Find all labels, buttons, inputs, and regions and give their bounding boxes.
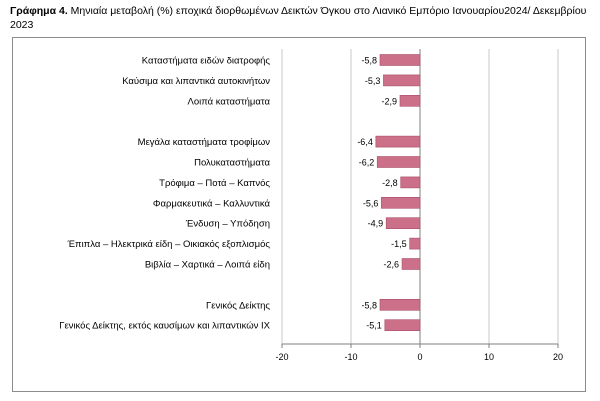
value-label: -5,1	[366, 321, 382, 331]
bar	[400, 176, 421, 189]
value-label: -5,3	[365, 76, 381, 86]
bar	[401, 258, 421, 270]
chart-caption: Γράφημα 4. Μηνιαία μεταβολή (%) εποχικά …	[10, 4, 590, 32]
category-label: Φαρμακευτικά – Καλλυντικά	[153, 198, 271, 209]
category-label: Καύσιμα και λιπαντικά αυτοκινήτων	[122, 76, 270, 87]
value-label: -2,8	[382, 178, 398, 188]
category-label: Έπιπλα – Ηλεκτρικά είδη – Οικιακός εξοπλ…	[67, 239, 271, 250]
category-label: Γενικός Δείκτης	[206, 300, 270, 311]
x-tick-label: 10	[484, 352, 494, 362]
bar	[385, 217, 421, 229]
x-tick-label: 0	[417, 352, 422, 362]
category-label: Μεγάλα καταστήματα τροφίμων	[138, 137, 271, 148]
category-label: Τρόφιμα – Ποτά – Καπνός	[159, 178, 270, 189]
bar	[379, 54, 421, 66]
value-label: -5,8	[361, 56, 377, 66]
caption-text: Μηνιαία μεταβολή (%) εποχικά διορθωμένων…	[10, 5, 587, 31]
x-tick-label: 20	[553, 352, 563, 362]
caption-prefix: Γράφημα 4.	[10, 5, 68, 17]
value-label: -2,6	[384, 260, 400, 270]
category-label: Καταστήματα ειδών διατροφής	[142, 56, 271, 67]
category-label: Βιβλία – Χαρτικά – Λοιπά είδη	[145, 260, 270, 271]
x-tick-label: -10	[344, 352, 357, 362]
bar	[384, 319, 421, 332]
bar	[409, 237, 421, 250]
category-label: Γενικός Δείκτης, εκτός καυσίμων και λιπα…	[59, 321, 270, 332]
category-label: Ένδυση – Υπόδηση	[185, 219, 270, 230]
bar	[383, 74, 421, 87]
value-label: -1,5	[391, 239, 407, 249]
value-label: -5,6	[363, 198, 379, 208]
category-label: Λοιπά καταστήματα	[187, 96, 270, 107]
bar	[376, 156, 421, 168]
value-label: -2,9	[381, 96, 397, 106]
x-tick-label: -20	[275, 352, 288, 362]
bar	[379, 298, 421, 311]
category-label: Πολυκαταστήματα	[194, 158, 270, 169]
value-label: -5,8	[361, 300, 377, 310]
chart-frame	[12, 37, 586, 392]
value-label: -4,9	[368, 219, 384, 229]
bar	[375, 135, 421, 148]
bar	[399, 95, 421, 107]
bar	[381, 197, 421, 209]
value-label: -6,2	[359, 158, 375, 168]
value-label: -6,4	[357, 137, 373, 147]
